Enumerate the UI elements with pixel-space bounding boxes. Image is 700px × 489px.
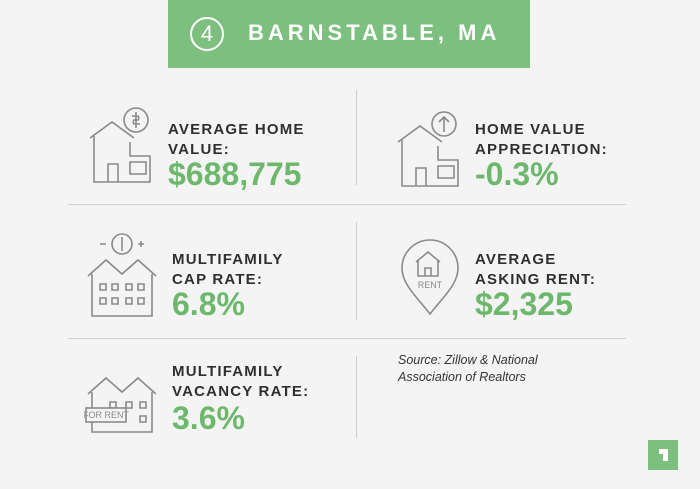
logo (648, 440, 678, 470)
home-value-icon (89, 107, 151, 183)
divider (356, 90, 357, 185)
rank-number: 4 (190, 17, 224, 51)
stat-label: HOME VALUE APPRECIATION: (475, 121, 608, 158)
icon-text: FOR RENT (84, 410, 130, 420)
header: 4 BARNSTABLE, MA (168, 0, 530, 68)
appreciation-icon (397, 111, 459, 187)
divider (356, 356, 357, 438)
stat-value: $688,775 (168, 156, 302, 192)
icon-text: RENT (418, 280, 443, 290)
stat-value: 6.8% (172, 286, 245, 322)
stat-label: MULTIFAMILY CAP RATE: (172, 251, 284, 288)
stat-label: MULTIFAMILY VACANCY RATE: (172, 363, 310, 400)
stat-label: AVERAGE HOME VALUE: (168, 121, 305, 158)
logo-mark (659, 449, 668, 461)
stat-value: $2,325 (475, 286, 573, 322)
source-note: Source: Zillow & National Association of… (398, 353, 538, 384)
vacancy-icon: FOR RENT (84, 376, 156, 433)
stat-value: 3.6% (172, 400, 245, 436)
stat-label: AVERAGE ASKING RENT: (475, 251, 597, 288)
divider (356, 222, 357, 320)
title: BARNSTABLE, MA (248, 20, 501, 45)
cap-rate-icon (87, 233, 157, 317)
stat-value: -0.3% (475, 156, 559, 192)
rent-icon: RENT (401, 239, 459, 316)
divider (68, 338, 626, 339)
divider (68, 204, 626, 205)
